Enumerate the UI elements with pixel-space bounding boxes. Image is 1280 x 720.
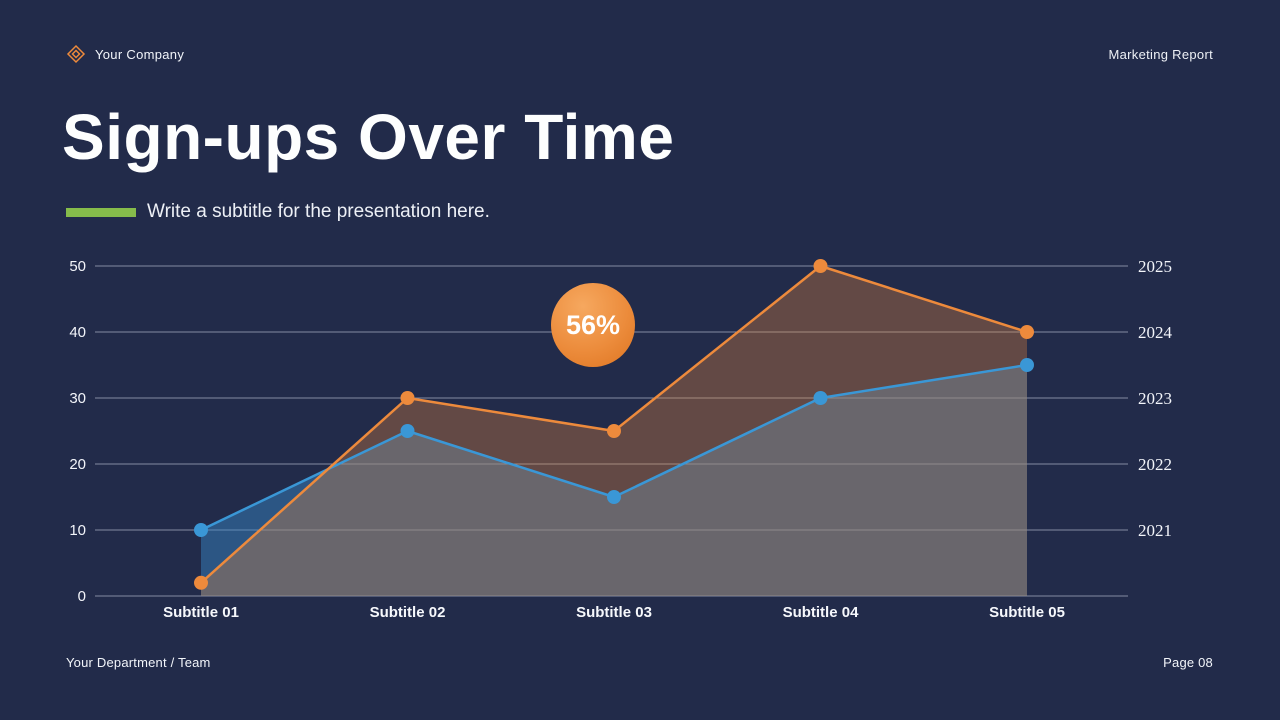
x-axis-category-label: Subtitle 04 xyxy=(783,604,860,621)
brand: Your Company xyxy=(66,44,184,64)
y-axis-tick-label: 0 xyxy=(78,588,86,605)
right-axis-year-label: 2024 xyxy=(1138,323,1173,342)
series-area-blue xyxy=(201,365,1027,596)
subtitle-row: Write a subtitle for the presentation he… xyxy=(66,201,490,223)
footer-department: Your Department / Team xyxy=(66,655,211,670)
data-point-orange xyxy=(400,391,415,405)
data-point-blue xyxy=(813,391,828,405)
y-axis-tick-label: 50 xyxy=(69,258,86,275)
footer: Your Department / Team Page 08 xyxy=(66,655,1213,670)
x-axis-category-label: Subtitle 05 xyxy=(989,604,1065,621)
y-axis-tick-label: 40 xyxy=(69,324,86,341)
right-axis-year-label: 2025 xyxy=(1138,257,1172,276)
right-axis-year-label: 2023 xyxy=(1138,389,1172,408)
y-axis-tick-label: 30 xyxy=(69,390,86,407)
slide-title: Sign-ups Over Time xyxy=(62,101,675,173)
data-point-blue xyxy=(400,424,415,438)
data-point-orange xyxy=(813,259,828,273)
company-name: Your Company xyxy=(95,46,185,62)
header: Your Company Marketing Report xyxy=(66,44,1213,64)
subtitle-text: Write a subtitle for the presentation he… xyxy=(147,201,490,222)
x-axis-category-label: Subtitle 03 xyxy=(576,604,652,621)
footer-page-number: Page 08 xyxy=(1163,655,1213,670)
data-point-blue xyxy=(194,523,208,537)
company-logo-icon xyxy=(66,44,86,64)
percentage-badge: 56% xyxy=(551,283,635,367)
data-point-blue xyxy=(607,490,621,504)
right-axis-year-label: 2021 xyxy=(1138,521,1172,540)
x-axis-category-label: Subtitle 01 xyxy=(163,604,239,621)
data-point-orange xyxy=(607,424,621,438)
report-label: Marketing Report xyxy=(1108,46,1213,62)
subtitle-accent-bar xyxy=(66,207,136,217)
data-point-blue xyxy=(1020,358,1034,372)
y-axis-tick-label: 10 xyxy=(69,522,86,539)
data-point-orange xyxy=(194,575,208,590)
right-axis-year-label: 2022 xyxy=(1138,455,1172,474)
data-point-orange xyxy=(1020,325,1034,339)
y-axis-tick-label: 20 xyxy=(69,456,86,473)
x-axis-category-label: Subtitle 02 xyxy=(370,604,446,621)
